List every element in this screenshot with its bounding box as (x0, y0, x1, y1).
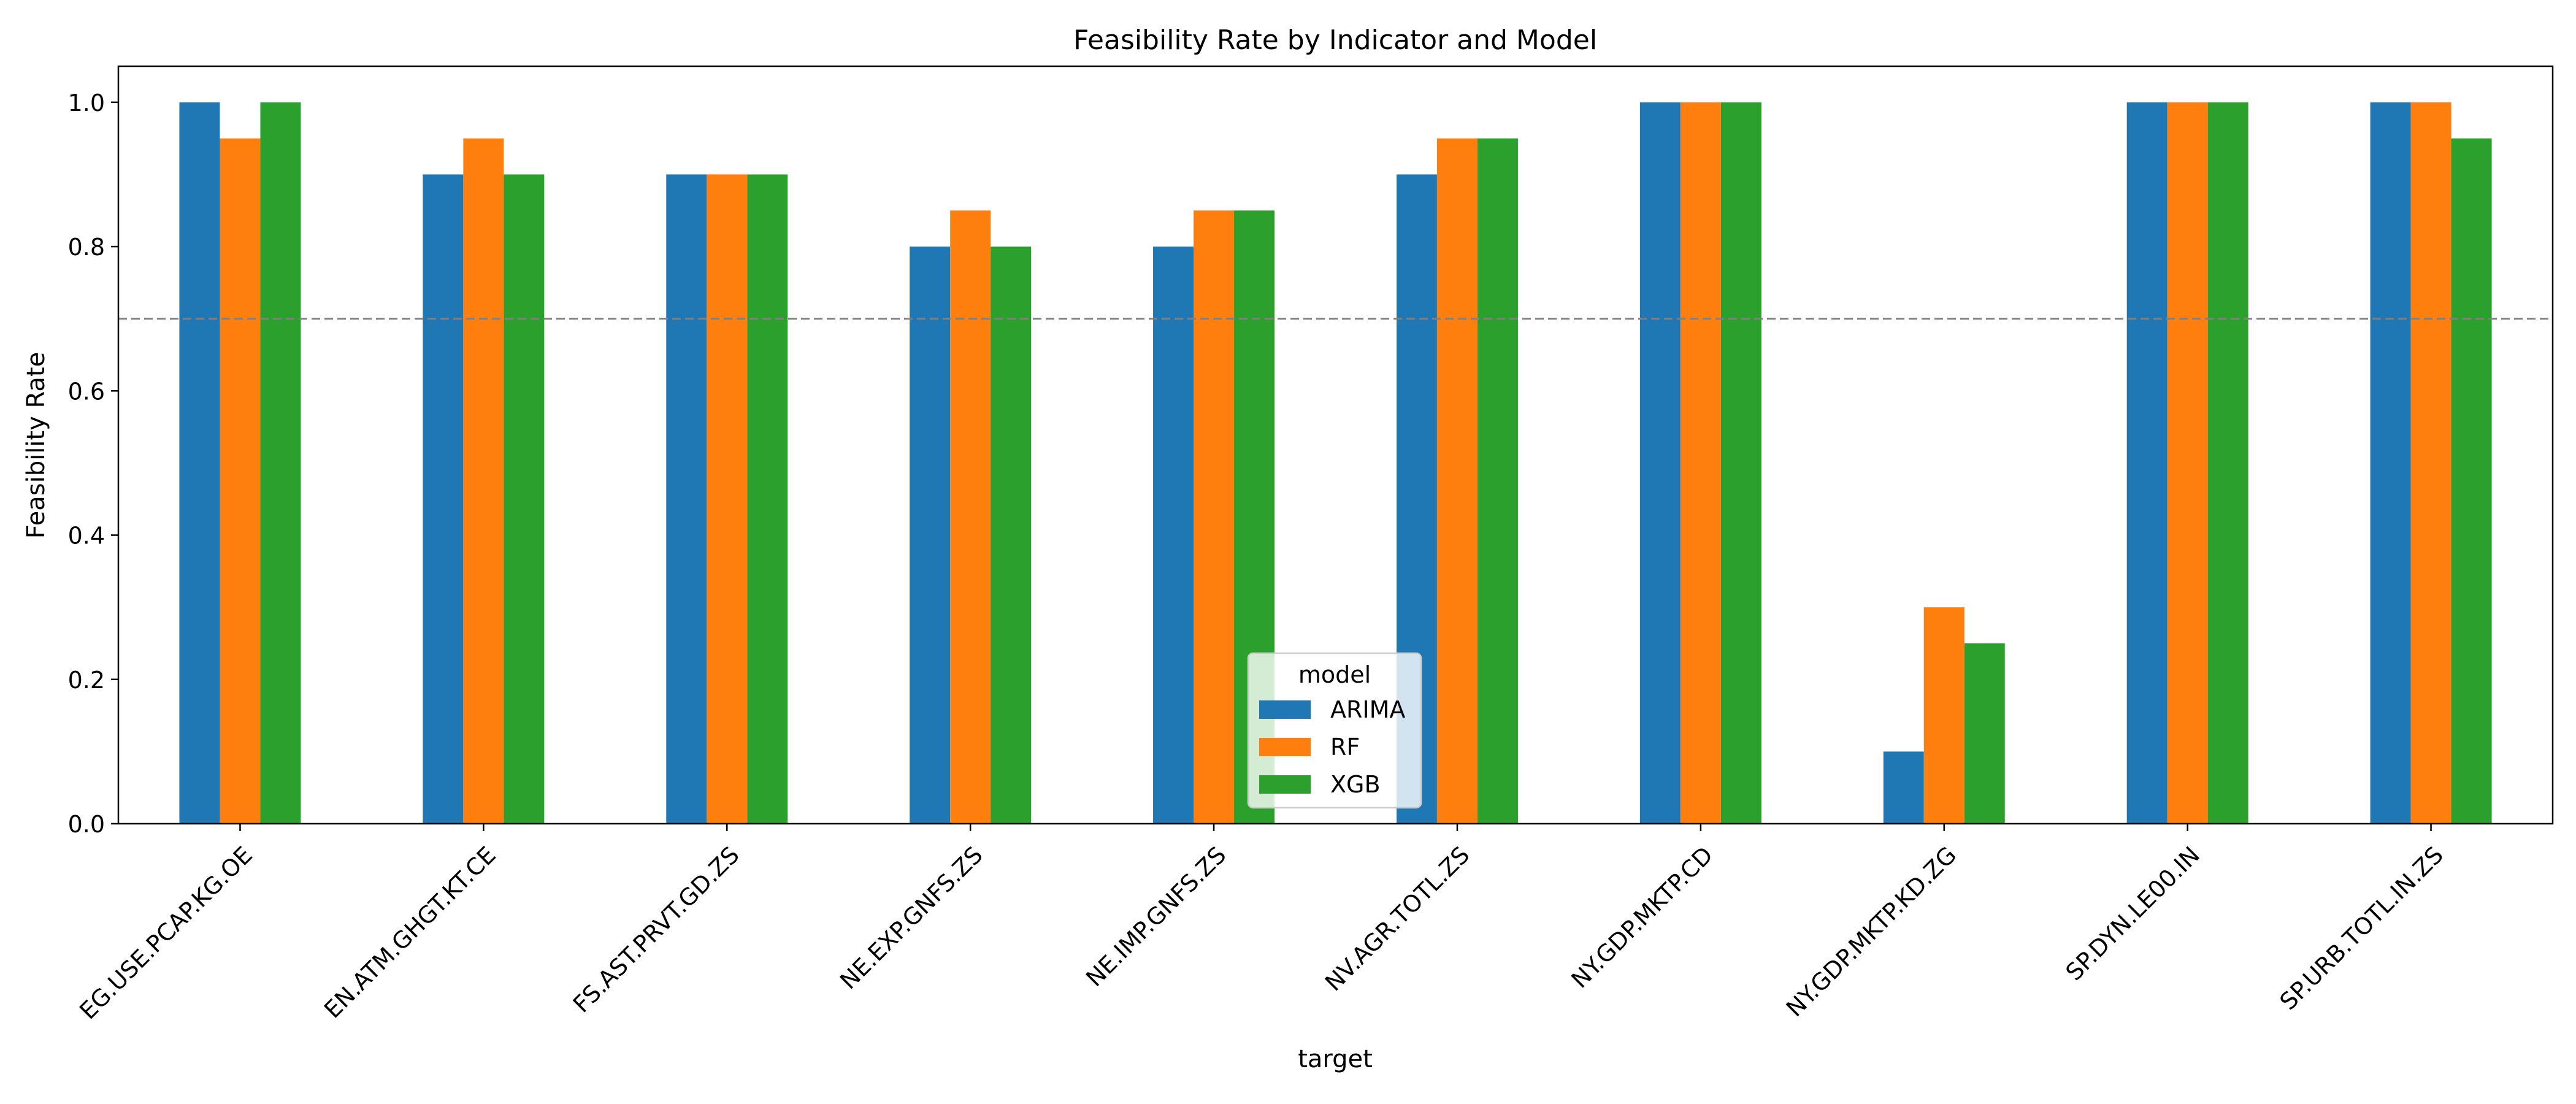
bar-rf-7 (1923, 607, 1965, 824)
y-tick-label-4: 0.8 (68, 234, 105, 261)
bar-rf-4 (1194, 210, 1235, 824)
x-tick-label-4: NE.IMP.GNFS.ZS (1081, 841, 1231, 992)
legend (1247, 652, 1422, 809)
x-tick-label-5: NV.AGR.TOTL.ZS (1320, 841, 1475, 997)
y-axis-label: Feasibility Rate (22, 352, 50, 539)
bar-xgb-1 (504, 174, 545, 824)
bar-rf-5 (1436, 138, 1478, 824)
legend-swatch-arima (1259, 700, 1311, 719)
bar-arima-3 (910, 247, 951, 824)
bar-xgb-0 (260, 102, 301, 824)
legend-label-arima: ARIMA (1330, 696, 1405, 723)
bar-xgb-5 (1477, 138, 1518, 824)
x-tick-label-8: SP.DYN.LE00.IN (2060, 841, 2205, 986)
bar-rf-9 (2410, 102, 2451, 824)
bar-arima-8 (2126, 102, 2168, 824)
bar-rf-3 (950, 210, 991, 824)
bar-xgb-6 (1720, 102, 1761, 824)
plot-area: 0.0 0.2 0.4 0.6 0.8 1.0 EG.USE.PCAP.KG.OE EN.AT… (68, 65, 2554, 1025)
y-tick-label-5: 1.0 (68, 90, 105, 117)
legend-swatch-xgb (1259, 775, 1311, 794)
x-tick-label-7: NY.GDP.MKTP.KD.ZG (1781, 841, 1962, 1022)
legend-label-rf: RF (1330, 734, 1360, 761)
x-tick-label-0: EG.USE.PCAP.KG.OE (74, 841, 258, 1025)
bar-arima-1 (423, 174, 464, 824)
x-tick-label-9: SP.URB.TOTL.IN.ZS (2274, 841, 2448, 1016)
bar-rf-1 (463, 138, 504, 824)
bar-arima-6 (1639, 102, 1681, 824)
bar-arima-2 (666, 174, 707, 824)
bar-arima-7 (1883, 751, 1924, 824)
x-tick-label-6: NY.GDP.MKTP.CD (1566, 841, 1718, 994)
bar-arima-9 (2370, 102, 2411, 824)
bar-rf-0 (220, 138, 261, 824)
x-axis-label: target (1298, 1045, 1373, 1073)
x-tick-label-1: EN.ATM.GHGT.KT.CE (319, 841, 501, 1024)
bar-xgb-7 (1964, 643, 2005, 824)
x-tick-label-2: FS.AST.PRVT.GD.ZS (568, 841, 745, 1018)
legend-swatch-rf (1259, 738, 1311, 756)
y-tick-label-2: 0.4 (68, 523, 105, 550)
bar-xgb-9 (2451, 138, 2492, 824)
bar-xgb-2 (747, 174, 788, 824)
bar-xgb-3 (991, 247, 1032, 824)
bar-rf-6 (1680, 102, 1721, 824)
bar-xgb-8 (2207, 102, 2248, 824)
bar-arima-4 (1153, 247, 1194, 824)
bar-rf-8 (2167, 102, 2208, 824)
y-tick-label-1: 0.2 (68, 667, 105, 694)
y-tick-label-3: 0.6 (68, 378, 105, 405)
legend-label-xgb: XGB (1330, 771, 1381, 798)
x-tick-label-3: NE.EXP.GNFS.ZS (835, 841, 988, 995)
chart-title: Feasibility Rate by Indicator and Model (1073, 25, 1597, 56)
plot-frame (117, 65, 2554, 825)
legend-title: model (1298, 661, 1371, 688)
bar-arima-0 (179, 102, 220, 824)
bar-rf-2 (707, 174, 748, 824)
y-tick-label-0: 0.0 (68, 811, 105, 838)
